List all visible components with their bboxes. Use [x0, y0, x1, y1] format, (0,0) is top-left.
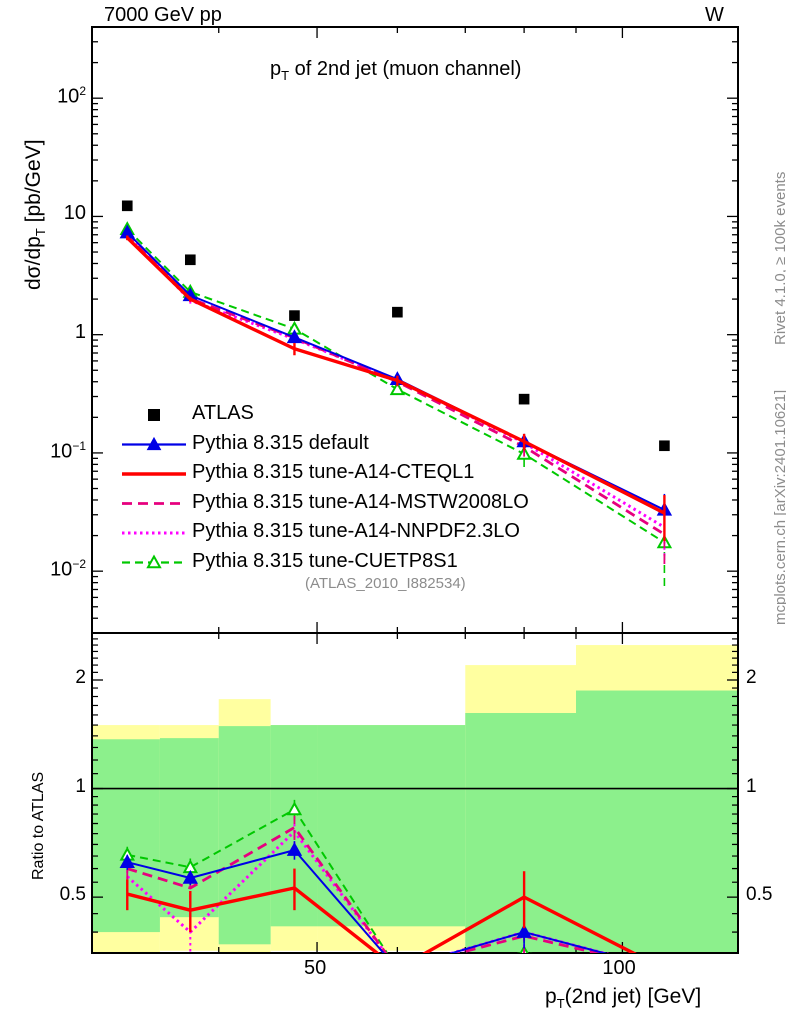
- band-inner: [92, 739, 160, 933]
- series-marker-triangle: [391, 963, 403, 974]
- series-line: [127, 849, 608, 953]
- atlas-marker: [121, 200, 133, 212]
- legend-label-3: Pythia 8.315 tune-A14-MSTW2008LO: [192, 490, 529, 513]
- series-line: [126, 826, 603, 953]
- series-line: [126, 233, 666, 529]
- legend-label-4: Pythia 8.315 tune-A14-NNPDF2.3LO: [192, 520, 520, 542]
- main-series: [126, 235, 666, 541]
- legend-marker-triangle: [146, 436, 162, 451]
- ratio-y-tick-label-right-2: 0.5: [746, 884, 773, 906]
- ratio-panel-frame: [91, 632, 739, 954]
- ratio-series: [119, 841, 670, 974]
- series-line: [126, 228, 665, 544]
- y-tick-label-1: 10: [63, 202, 86, 225]
- legend-marker-atlas: [148, 409, 160, 421]
- y-tick-label-3: 10−1: [50, 438, 86, 463]
- ratio-uncertainty-bands: [92, 645, 738, 953]
- analysis-id-watermark: (ATLAS_2010_I882534): [305, 575, 466, 592]
- legend-label-5: Pythia 8.315 tune-CUETP8S1: [192, 549, 458, 572]
- series-marker-triangle: [182, 869, 199, 884]
- atlas-data-points: [121, 200, 670, 452]
- legend-label-2: Pythia 8.315 tune-A14-CTEQL1: [192, 461, 475, 483]
- y-tick-label-4: 10−2: [50, 557, 86, 581]
- series-marker-triangle: [516, 924, 532, 938]
- ratio-y-tick-label-right-1: 1: [746, 775, 757, 797]
- ratio-series: [126, 868, 637, 953]
- beam-energy-label: 7000 GeV pp: [104, 4, 222, 26]
- y-tick-label-2: 1: [74, 320, 86, 343]
- atlas-marker: [392, 306, 403, 318]
- series-marker-triangle: [119, 854, 135, 868]
- process-label: W: [705, 4, 724, 26]
- ratio-y-tick-label-right-0: 2: [746, 667, 757, 688]
- x-tick-label-50: 50: [304, 957, 327, 979]
- ratio-y-tick-label-left-2: 0.5: [59, 884, 86, 906]
- legend-label-0: ATLAS: [192, 402, 254, 424]
- band-inner: [575, 690, 738, 953]
- x-tick-label-100: 100: [602, 957, 636, 979]
- atlas-marker: [659, 440, 670, 452]
- ratio-y-tick-label-left-1: 1: [75, 775, 86, 797]
- x-axis-label: pT(2nd jet) [GeV]: [545, 985, 702, 1012]
- series-line: [126, 886, 637, 953]
- series-marker-triangle: [658, 963, 670, 974]
- series-line: [126, 236, 666, 515]
- series-marker-triangle: [286, 329, 303, 344]
- band-inner: [218, 726, 271, 945]
- y-tick-label-0: 102: [57, 84, 86, 108]
- atlas-marker: [518, 393, 530, 405]
- series-marker-triangle: [391, 963, 403, 974]
- series-marker-triangle: [389, 381, 406, 396]
- atlas-marker: [184, 254, 196, 266]
- band-inner: [159, 738, 219, 918]
- series-marker-triangle: [286, 842, 303, 856]
- legend: [122, 409, 186, 569]
- ratio-y-tick-label-left-0: 2: [75, 667, 86, 688]
- main-series: [126, 231, 666, 564]
- series-line: [126, 233, 666, 536]
- plot-title: pT of 2nd jet (muon channel): [270, 58, 522, 83]
- series-marker-triangle: [286, 801, 303, 816]
- series-marker-triangle: [658, 963, 670, 974]
- legend-label-1: Pythia 8.315 default: [192, 431, 369, 454]
- series-line: [127, 808, 533, 953]
- atlas-marker: [289, 310, 300, 321]
- legend-marker-triangle-open: [146, 554, 162, 569]
- band-inner: [317, 725, 466, 927]
